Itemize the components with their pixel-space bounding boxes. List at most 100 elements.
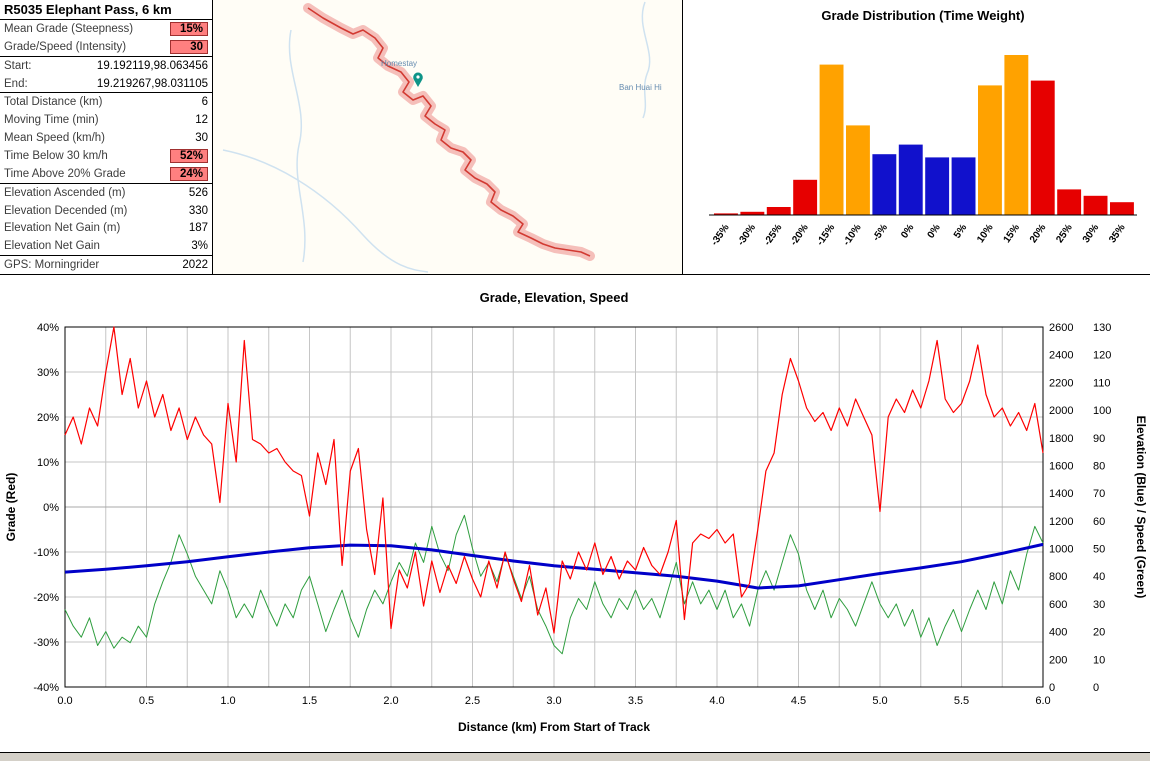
svg-text:0: 0 bbox=[1049, 682, 1055, 694]
svg-text:60: 60 bbox=[1093, 516, 1105, 528]
svg-text:3.5: 3.5 bbox=[628, 695, 643, 707]
stat-label: Time Above 20% Grade bbox=[4, 167, 126, 180]
svg-text:25%: 25% bbox=[1054, 222, 1075, 245]
table-row: Elevation Net Gain (m) 187 bbox=[0, 219, 212, 237]
svg-text:-25%: -25% bbox=[762, 222, 784, 248]
grade-distribution-title: Grade Distribution (Time Weight) bbox=[821, 8, 1024, 23]
stats-table-body: Mean Grade (Steepness) 15% Grade/Speed (In… bbox=[0, 20, 212, 274]
svg-text:1.5: 1.5 bbox=[302, 695, 317, 707]
table-row: Mean Grade (Steepness) 15% bbox=[0, 20, 212, 38]
grade-line bbox=[64, 326, 1044, 634]
svg-text:2000: 2000 bbox=[1049, 405, 1073, 417]
svg-text:15%: 15% bbox=[1002, 222, 1023, 245]
stat-label: Grade/Speed (Intensity) bbox=[4, 40, 127, 53]
svg-text:800: 800 bbox=[1049, 571, 1067, 583]
table-row: GPS: Morningrider 2022 bbox=[0, 256, 212, 274]
svg-text:2600: 2600 bbox=[1049, 322, 1073, 334]
grade-distribution-panel: Grade Distribution (Time Weight) -35% -30… bbox=[683, 0, 1150, 274]
stat-label: GPS: Morningrider bbox=[4, 259, 100, 272]
svg-text:1600: 1600 bbox=[1049, 460, 1073, 472]
stat-value: 2022 bbox=[182, 259, 208, 272]
svg-text:110: 110 bbox=[1093, 377, 1111, 389]
svg-text:-5%: -5% bbox=[871, 222, 890, 243]
table-row: Elevation Ascended (m) 526 bbox=[0, 184, 212, 202]
svg-text:0%: 0% bbox=[43, 502, 59, 514]
svg-text:2400: 2400 bbox=[1049, 350, 1073, 362]
stat-value: 19.192119,98.063456 bbox=[96, 59, 208, 72]
svg-text:1400: 1400 bbox=[1049, 488, 1073, 500]
stats-panel: R5035 Elephant Pass, 6 km Mean Grade (St… bbox=[0, 0, 213, 274]
svg-text:5%: 5% bbox=[952, 222, 969, 240]
svg-text:1.0: 1.0 bbox=[220, 695, 235, 707]
svg-text:10%: 10% bbox=[37, 457, 59, 469]
svg-text:40: 40 bbox=[1093, 571, 1105, 583]
svg-text:-40%: -40% bbox=[33, 682, 59, 694]
stat-value: 15% bbox=[170, 21, 208, 36]
svg-text:3.0: 3.0 bbox=[546, 695, 561, 707]
svg-text:400: 400 bbox=[1049, 627, 1067, 639]
table-row: Time Below 30 km/h 52% bbox=[0, 147, 212, 165]
svg-text:2.5: 2.5 bbox=[465, 695, 480, 707]
svg-text:30%: 30% bbox=[37, 367, 59, 379]
svg-text:0.0: 0.0 bbox=[57, 695, 72, 707]
svg-text:40%: 40% bbox=[37, 322, 59, 334]
stat-value: 330 bbox=[188, 204, 208, 217]
stat-value: 52% bbox=[170, 148, 208, 163]
svg-text:50: 50 bbox=[1093, 544, 1105, 556]
svg-text:1800: 1800 bbox=[1049, 433, 1073, 445]
svg-text:20: 20 bbox=[1093, 627, 1105, 639]
svg-text:90: 90 bbox=[1093, 433, 1105, 445]
main-chart-canvas: Grade, Elevation, Speed 40% 30% 20% 10% 0% -1… bbox=[4, 290, 1148, 734]
map-canvas[interactable]: Homestay Ban Huai Hi bbox=[213, 0, 682, 274]
grade-distribution-chart: Grade Distribution (Time Weight) -35% -30… bbox=[709, 8, 1137, 248]
table-row: Moving Time (min) 12 bbox=[0, 111, 212, 129]
stat-value: 30 bbox=[195, 132, 208, 145]
stat-value: 30 bbox=[170, 39, 208, 54]
speed-line bbox=[64, 514, 1044, 655]
stat-label: Elevation Net Gain bbox=[4, 240, 100, 253]
svg-text:-20%: -20% bbox=[788, 222, 810, 248]
svg-text:120: 120 bbox=[1093, 350, 1111, 362]
svg-text:600: 600 bbox=[1049, 599, 1067, 611]
ride-title: R5035 Elephant Pass, 6 km bbox=[0, 0, 212, 20]
stat-value: 3% bbox=[191, 240, 208, 253]
stat-label: Elevation Net Gain (m) bbox=[4, 222, 121, 235]
table-row: Elevation Decended (m) 330 bbox=[0, 202, 212, 220]
svg-text:30%: 30% bbox=[1081, 222, 1102, 245]
stat-label: Elevation Ascended (m) bbox=[4, 186, 126, 199]
stat-value: 24% bbox=[170, 166, 208, 181]
svg-text:10%: 10% bbox=[975, 222, 996, 245]
svg-text:30: 30 bbox=[1093, 599, 1105, 611]
right-axis-title: Elevation (Blue) / Speed (Green) bbox=[1134, 416, 1148, 599]
svg-text:-10%: -10% bbox=[33, 547, 59, 559]
route-map[interactable]: Homestay Ban Huai Hi bbox=[213, 0, 683, 274]
svg-text:-30%: -30% bbox=[736, 222, 758, 248]
svg-text:-30%: -30% bbox=[33, 637, 59, 649]
stat-label: Elevation Decended (m) bbox=[4, 204, 128, 217]
svg-text:200: 200 bbox=[1049, 654, 1067, 666]
table-row: Time Above 20% Grade 24% bbox=[0, 165, 212, 184]
elevation-line bbox=[64, 542, 1044, 590]
stat-label: Start: bbox=[4, 59, 32, 72]
table-row: Elevation Net Gain 3% bbox=[0, 237, 212, 257]
map-pin-icon bbox=[413, 72, 423, 87]
stat-label: Moving Time (min) bbox=[4, 114, 99, 127]
table-row: Mean Speed (km/h) 30 bbox=[0, 129, 212, 147]
stat-label: Mean Speed (km/h) bbox=[4, 132, 105, 145]
map-place-label: Ban Huai Hi bbox=[619, 83, 662, 92]
svg-text:5.5: 5.5 bbox=[954, 695, 969, 707]
svg-text:-10%: -10% bbox=[841, 222, 863, 248]
stat-label: End: bbox=[4, 77, 28, 90]
main-chart-title: Grade, Elevation, Speed bbox=[480, 290, 629, 305]
stat-value: 526 bbox=[188, 186, 208, 199]
stat-value: 6 bbox=[201, 96, 208, 109]
svg-text:1200: 1200 bbox=[1049, 516, 1073, 528]
svg-text:10: 10 bbox=[1093, 654, 1105, 666]
svg-text:2.0: 2.0 bbox=[383, 695, 398, 707]
svg-text:0%: 0% bbox=[899, 222, 916, 240]
svg-text:-35%: -35% bbox=[709, 222, 731, 248]
svg-text:20%: 20% bbox=[37, 412, 59, 424]
svg-text:0: 0 bbox=[1093, 682, 1099, 694]
svg-text:4.0: 4.0 bbox=[709, 695, 724, 707]
